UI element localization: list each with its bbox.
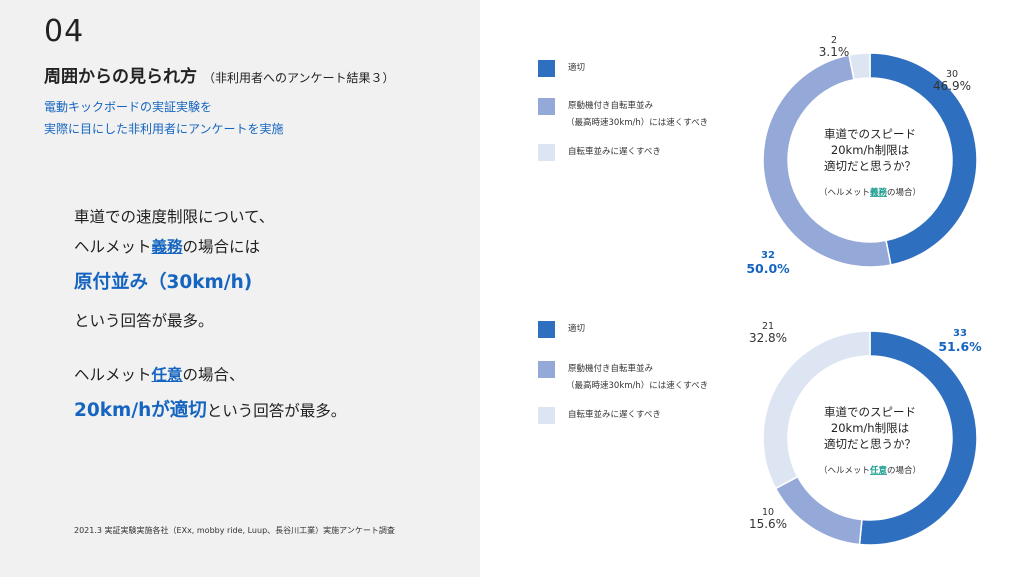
center-note-link[interactable]: 義務 <box>870 187 888 198</box>
center-helmet-note: （ヘルメット任意の場合） <box>819 465 921 476</box>
data-label-percent-slower: 32.8% <box>749 331 787 345</box>
message-line-2: ヘルメット義務の場合には <box>74 236 260 258</box>
left-panel: 04 周囲からの見られ方 （非利用者へのアンケート結果３） 電動キックボードの実証… <box>0 0 480 577</box>
message-case-text-2: の場合、 <box>182 366 245 384</box>
slide-subtitle: （非利用者へのアンケート結果３） <box>203 71 395 85</box>
legend-label-faster-2: （最高時速30km/h）には速くすべき <box>566 118 709 128</box>
center-question-line-2: 20km/h制限は <box>831 421 909 435</box>
center-question-line-1: 車道でのスピード <box>824 127 916 141</box>
data-label-percent-slower: 3.1% <box>819 45 850 59</box>
legend-swatch-appropriate <box>538 60 555 77</box>
message-helmet-text-2: ヘルメット <box>74 366 152 384</box>
slide-number: 04 <box>44 14 85 49</box>
donut-chart-optional: 33 51.6% 10 15.6% 21 32.8% 車道でのスピード 20km/h制限は 適切… <box>740 308 1000 568</box>
legend-swatch-slower-2 <box>538 407 555 424</box>
data-label-percent-faster: 50.0% <box>746 261 790 276</box>
legend-label-faster-2b: （最高時速30km/h）には速くすべき <box>566 381 709 391</box>
slide-title-text: 周囲からの見られ方 <box>44 67 197 87</box>
data-label-count-faster: 32 <box>761 250 775 261</box>
message-line-5: ヘルメット任意の場合、 <box>74 364 245 386</box>
data-label-count-faster: 10 <box>762 507 774 518</box>
legend-swatch-appropriate-2 <box>538 321 555 338</box>
center-note-post: の場合） <box>887 187 921 198</box>
survey-intro-line-2: 実際に目にした非利用者にアンケートを実施 <box>44 122 284 136</box>
data-label-percent-faster: 15.6% <box>749 517 787 531</box>
legend-label-appropriate: 適切 <box>568 63 586 73</box>
legend-label-slower-2: 自転車並みに遅くすべき <box>568 410 661 420</box>
legend-swatch-faster-2 <box>538 361 555 378</box>
message-highlight-20kmh: 20km/hが適切 <box>74 400 207 421</box>
legend-label-faster-2a: 原動機付き自転車並み <box>568 364 654 374</box>
optional-link[interactable]: 任意 <box>151 366 183 384</box>
legend-label-slower: 自転車並みに遅くすべき <box>568 147 661 157</box>
center-note-pre: （ヘルメット <box>819 187 870 198</box>
center-note-post: の場合） <box>887 465 921 476</box>
message-case-text: の場合には <box>182 238 261 256</box>
data-label-count-appropriate: 33 <box>953 328 967 339</box>
mandatory-link[interactable]: 義務 <box>151 238 183 256</box>
legend-label-appropriate-2: 適切 <box>568 324 586 334</box>
message-helmet-text: ヘルメット <box>74 238 152 256</box>
data-label-percent-appropriate: 51.6% <box>938 339 982 354</box>
center-note-pre: （ヘルメット <box>819 465 870 476</box>
donut-segment-slower <box>762 330 871 490</box>
data-label-count-slower: 2 <box>831 35 837 46</box>
legend-swatch-faster <box>538 98 555 115</box>
legend-swatch-slower <box>538 144 555 161</box>
donut-segment-faster <box>774 475 863 546</box>
source-footnote: 2021.3 実証実験実施各社（EXx, mobby ride, Luup、長谷… <box>74 526 395 535</box>
center-question-line-3: 適切だと思うか？ <box>824 437 916 451</box>
survey-intro-line-1: 電動キックボードの実証実験を <box>44 100 213 114</box>
legend-label-faster-1: 原動機付き自転車並み <box>568 101 654 111</box>
donut-chart-mandatory: 30 46.9% 32 50.0% 2 3.1% 車道でのスピード 20km/h制限は 適切だと… <box>740 30 1000 290</box>
data-label-count-appropriate: 30 <box>946 69 958 80</box>
message-line-4: という回答が最多。 <box>74 312 214 330</box>
donut-segment-slower <box>848 52 871 81</box>
donut-segment-appropriate <box>858 330 978 546</box>
center-note-link[interactable]: 任意 <box>869 465 888 476</box>
center-question-line-3: 適切だと思うか？ <box>824 159 916 173</box>
data-label-percent-appropriate: 46.9% <box>933 79 971 93</box>
slide-title: 周囲からの見られ方 （非利用者へのアンケート結果３） <box>44 62 395 87</box>
center-helmet-note: （ヘルメット義務の場合） <box>819 187 921 198</box>
message-line-6: 20km/hが適切という回答が最多。 <box>74 400 346 422</box>
message-most-text: という回答が最多。 <box>206 402 347 420</box>
center-question-line-1: 車道でのスピード <box>824 405 916 419</box>
center-question-line-2: 20km/h制限は <box>831 143 909 157</box>
survey-intro: 電動キックボードの実証実験を 実際に目にした非利用者にアンケートを実施 <box>44 96 284 140</box>
message-highlight-30kmh: 原付並み（30km/h) <box>74 272 253 293</box>
message-line-1: 車道での速度制限について、 <box>74 208 275 226</box>
data-label-count-slower: 21 <box>762 321 774 332</box>
